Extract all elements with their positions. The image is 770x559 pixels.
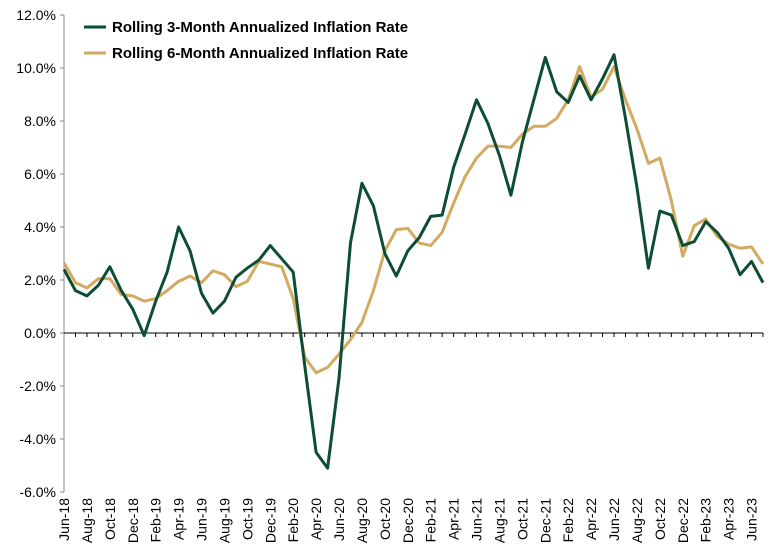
x-tick-label: Dec-20 bbox=[400, 498, 416, 543]
legend: Rolling 3-Month Annualized Inflation Rat… bbox=[84, 19, 408, 62]
y-tick-label: -4.0% bbox=[19, 431, 56, 447]
x-tick-label: Oct-22 bbox=[652, 498, 668, 540]
x-tick-label: Dec-19 bbox=[262, 498, 278, 543]
x-tick-label: Aug-18 bbox=[79, 498, 95, 543]
x-tick-label: Dec-18 bbox=[125, 498, 141, 543]
y-tick-label: 2.0% bbox=[24, 272, 56, 288]
x-tick-label: Aug-19 bbox=[216, 498, 232, 543]
y-tick-label: 8.0% bbox=[24, 113, 56, 129]
series-line-6-month bbox=[62, 65, 765, 375]
x-tick-label: Oct-21 bbox=[514, 498, 530, 540]
x-tick-label: Jun-22 bbox=[606, 498, 622, 541]
x-tick-label: Apr-19 bbox=[171, 498, 187, 540]
x-tick-label: Apr-22 bbox=[583, 498, 599, 540]
y-tick-label: 4.0% bbox=[24, 219, 56, 235]
x-tick-label: Apr-20 bbox=[308, 498, 324, 540]
x-tick-label: Apr-21 bbox=[446, 498, 462, 540]
x-tick-label: Dec-22 bbox=[675, 498, 691, 543]
y-tick-label: 12.0% bbox=[16, 7, 56, 23]
series-line-3-month bbox=[62, 53, 765, 470]
x-tick-label: Feb-21 bbox=[423, 498, 439, 543]
y-tick-label: 10.0% bbox=[16, 60, 56, 76]
x-tick-label: Apr-23 bbox=[721, 498, 737, 540]
x-tick-label: Aug-20 bbox=[354, 498, 370, 543]
y-axis-ticks: -6.0% -4.0% -2.0% 0.0% 2.0% 4.0% 6.0% 8.0% 10.0%… bbox=[16, 7, 64, 500]
series-lines bbox=[62, 53, 765, 470]
y-tick-label: 0.0% bbox=[24, 325, 56, 341]
y-tick-label: 6.0% bbox=[24, 166, 56, 182]
x-tick-label: Feb-19 bbox=[148, 498, 164, 543]
x-tick-label: Jun-18 bbox=[56, 498, 72, 541]
y-tick-label: -2.0% bbox=[19, 378, 56, 394]
x-tick-label: Jun-19 bbox=[194, 498, 210, 541]
x-tick-label: Dec-21 bbox=[537, 498, 553, 543]
x-tick-label: Jun-21 bbox=[469, 498, 485, 541]
x-tick-label: Oct-20 bbox=[377, 498, 393, 540]
x-axis-ticks: Jun-18 Aug-18 Oct-18 Dec-18 Feb-19 Apr-19 Jun-… bbox=[56, 333, 764, 543]
x-tick-label: Feb-23 bbox=[698, 498, 714, 543]
x-tick-label: Oct-19 bbox=[239, 498, 255, 540]
y-tick-label: -6.0% bbox=[19, 484, 56, 500]
x-tick-label: Feb-20 bbox=[285, 498, 301, 543]
x-tick-label: Jun-23 bbox=[744, 498, 760, 541]
legend-label-6-month: Rolling 6-Month Annualized Inflation Rat… bbox=[112, 45, 408, 62]
legend-label-3-month: Rolling 3-Month Annualized Inflation Rat… bbox=[112, 19, 408, 36]
x-tick-label: Feb-22 bbox=[560, 498, 576, 543]
x-tick-label: Oct-18 bbox=[102, 498, 118, 540]
x-tick-label: Aug-21 bbox=[491, 498, 507, 543]
x-tick-label: Jun-20 bbox=[331, 498, 347, 541]
x-tick-label: Aug-22 bbox=[629, 498, 645, 543]
